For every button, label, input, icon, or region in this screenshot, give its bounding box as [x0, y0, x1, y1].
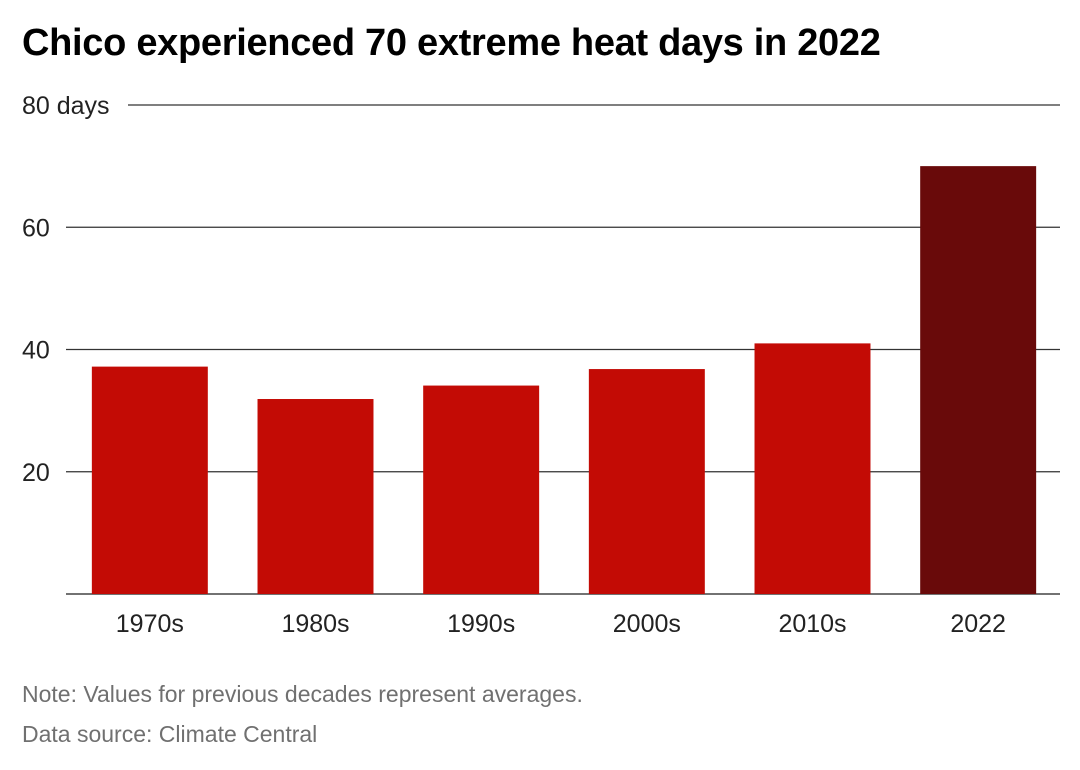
bars — [91, 166, 1037, 594]
x-tick-label: 2022 — [950, 610, 1006, 638]
bar-2022 — [920, 166, 1037, 594]
x-tick-label: 1980s — [281, 610, 349, 638]
bar-1990s — [423, 385, 540, 594]
chart-note: Note: Values for previous decades repres… — [22, 681, 583, 707]
bar-2000s — [588, 369, 705, 594]
x-tick-label: 2000s — [613, 610, 681, 638]
x-tick-label: 1970s — [116, 610, 184, 638]
y-tick-label: 20 — [22, 459, 50, 487]
x-tick-label: 2010s — [778, 610, 846, 638]
gridlines — [66, 104, 1060, 595]
bar-chart: 20 40 60 80 days 1970s 1980s 1990s 2000s 2010s 20… — [22, 92, 1060, 638]
y-tick-label: 60 — [22, 214, 50, 242]
bar-1970s — [91, 366, 208, 594]
x-tick-label: 1990s — [447, 610, 515, 638]
bar-1980s — [257, 399, 374, 594]
bar-2010s — [754, 343, 871, 594]
y-tick-label: 40 — [22, 337, 50, 365]
data-source: Data source: Climate Central — [22, 721, 318, 747]
chart-title: Chico experienced 70 extreme heat days i… — [22, 22, 881, 64]
axis-labels: 20 40 60 80 days 1970s 1980s 1990s 2000s 2010s 20… — [22, 92, 1006, 638]
y-tick-label: 80 days — [22, 92, 110, 120]
